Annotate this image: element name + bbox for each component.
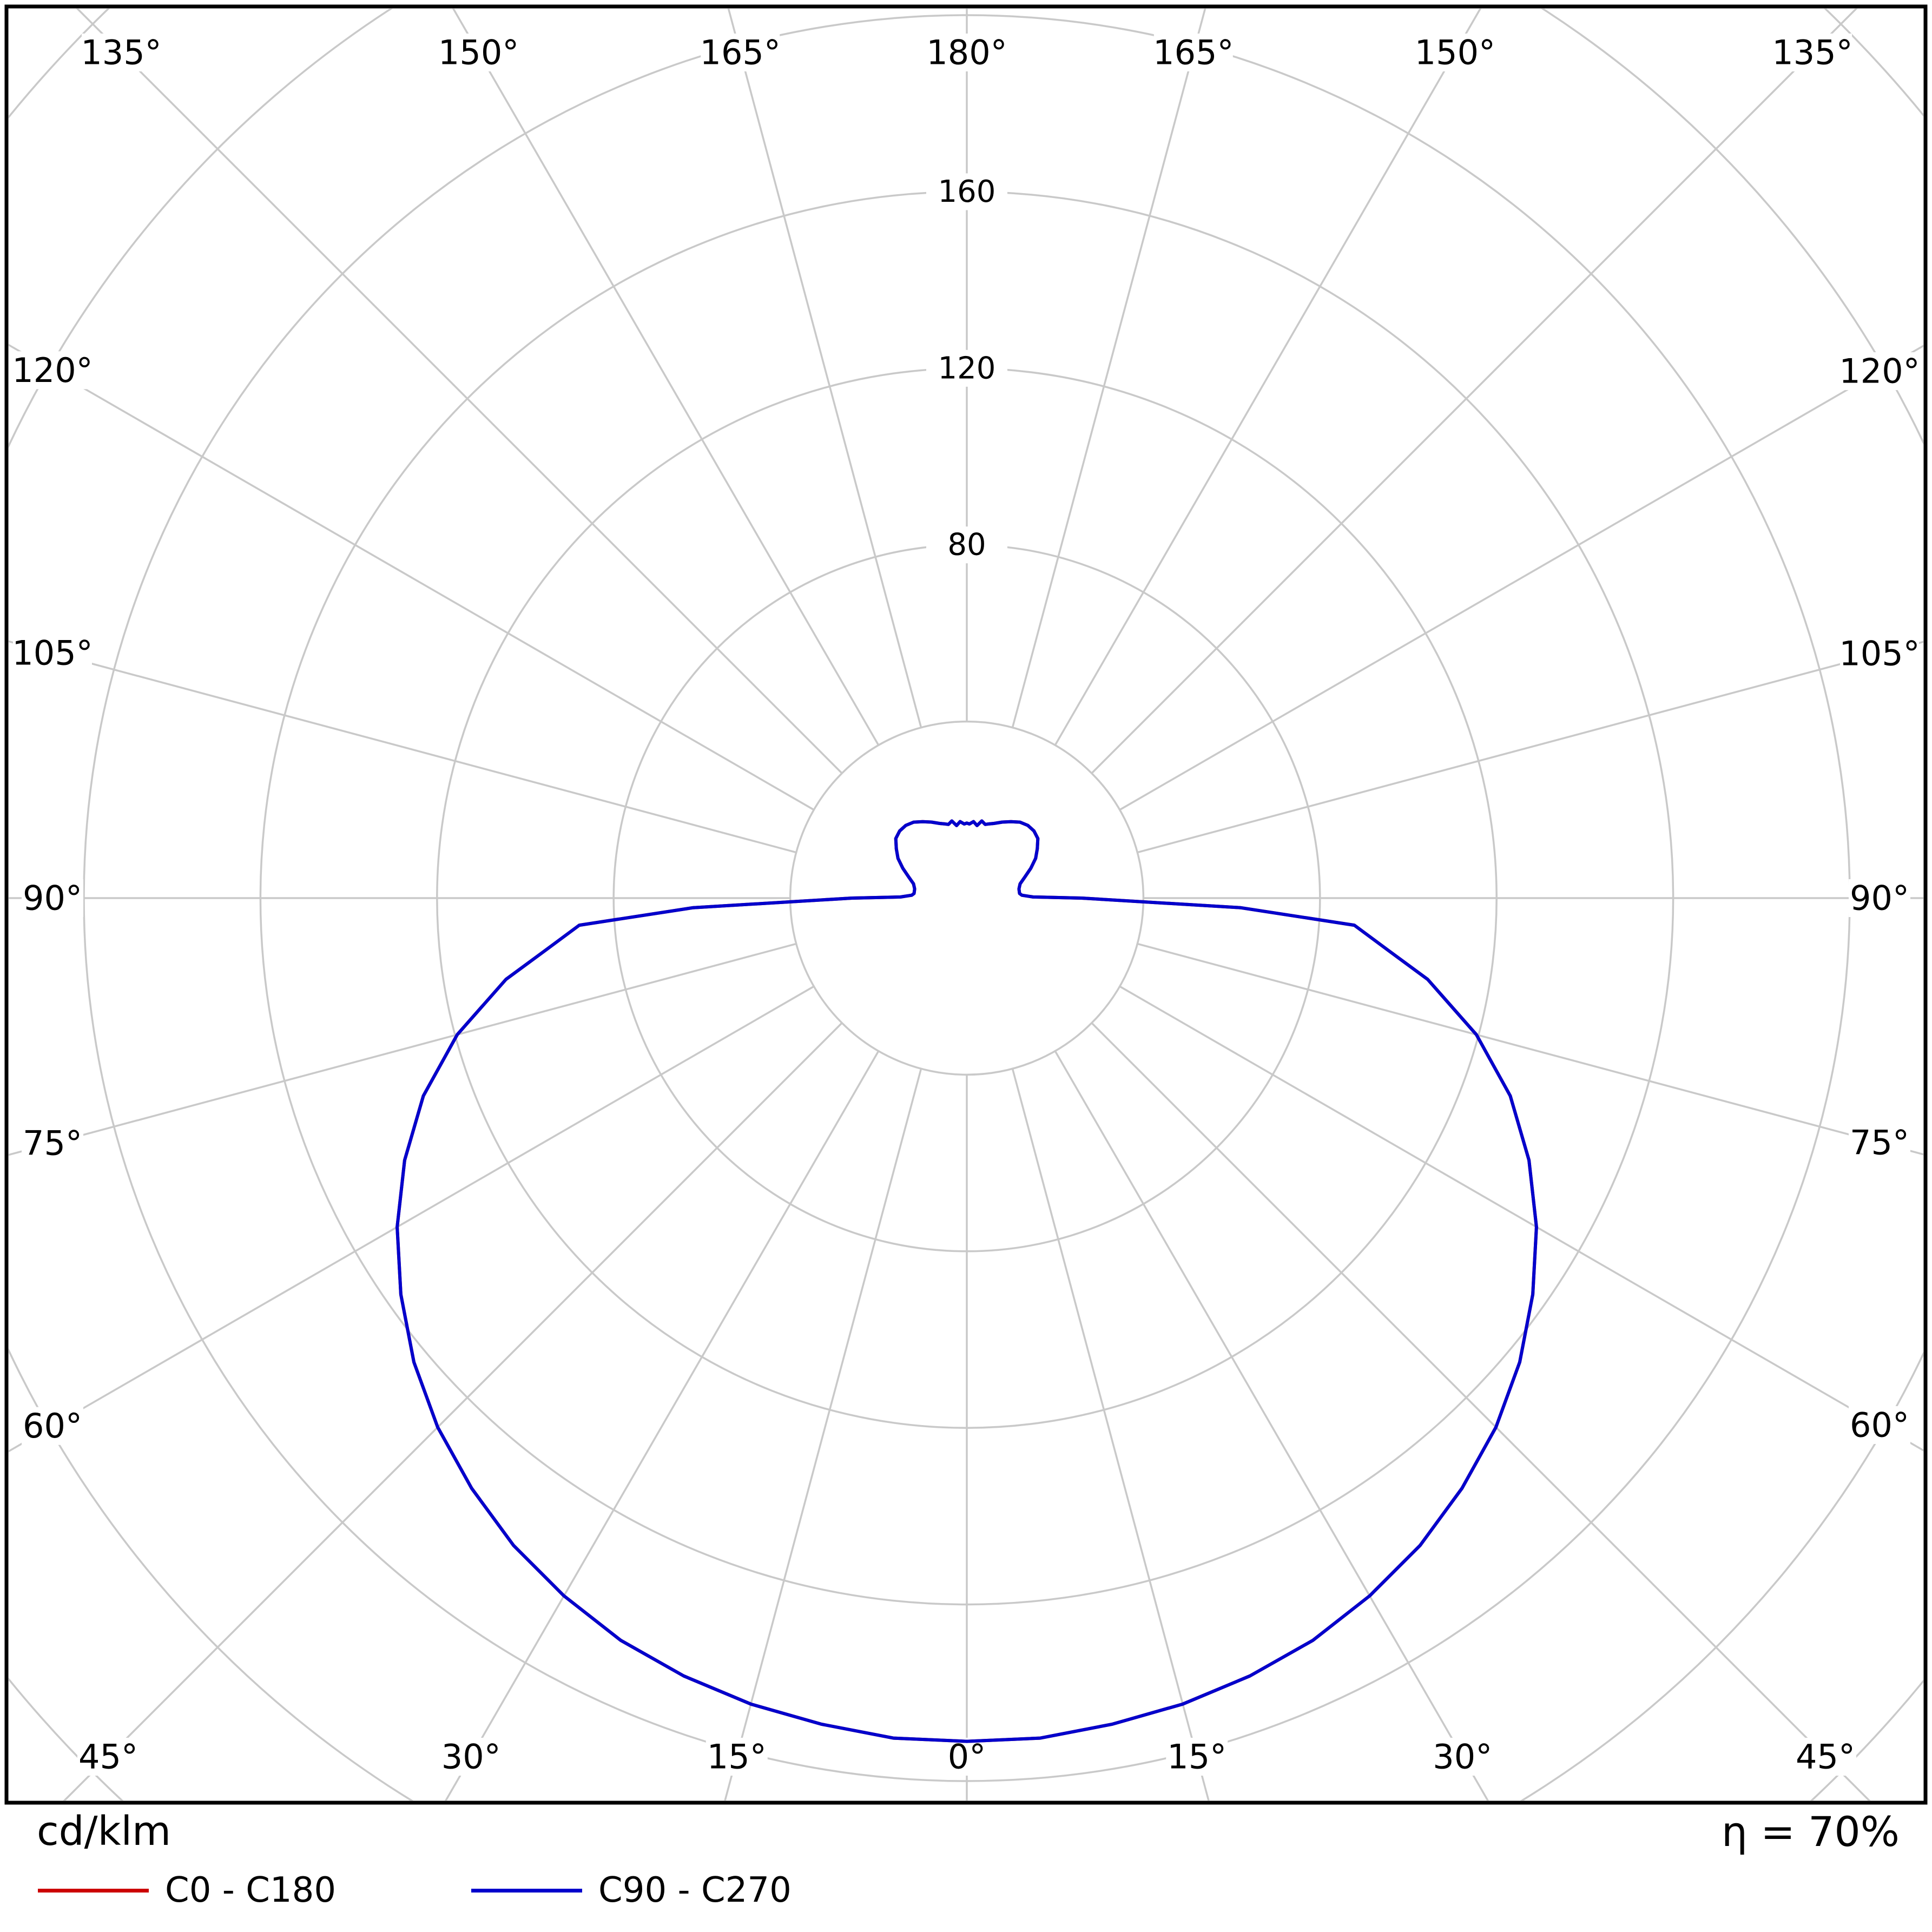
efficiency-label: η = 70% (1721, 1808, 1900, 1856)
radial-unit-label: cd/klm (37, 1808, 172, 1855)
legend-line-c0-icon (38, 1888, 149, 1893)
svg-text:180°: 180° (926, 33, 1007, 72)
svg-text:90°: 90° (23, 879, 82, 918)
legend-line-c90-icon (471, 1888, 583, 1893)
legend-label-c0-c180: C0 - C180 (165, 1870, 337, 1910)
svg-text:165°: 165° (700, 33, 781, 72)
svg-text:135°: 135° (1772, 33, 1852, 72)
svg-text:45°: 45° (78, 1737, 138, 1777)
svg-text:15°: 15° (707, 1737, 767, 1777)
svg-text:120: 120 (938, 351, 996, 386)
svg-text:160: 160 (938, 174, 996, 209)
svg-text:105°: 105° (1839, 634, 1920, 673)
svg-text:45°: 45° (1796, 1737, 1855, 1777)
svg-text:80: 80 (947, 527, 986, 563)
legend-item-c90-c270: C90 - C270 (471, 1873, 792, 1908)
svg-text:135°: 135° (81, 33, 161, 72)
legend-item-c0-c180: C0 - C180 (38, 1873, 336, 1908)
svg-text:75°: 75° (23, 1123, 82, 1163)
svg-text:30°: 30° (441, 1737, 501, 1777)
svg-text:120°: 120° (12, 351, 93, 390)
svg-text:105°: 105° (12, 634, 93, 673)
svg-text:0°: 0° (948, 1737, 986, 1777)
svg-text:90°: 90° (1850, 879, 1909, 918)
legend-label-c90-c270: C90 - C270 (598, 1870, 792, 1910)
svg-text:60°: 60° (1850, 1405, 1909, 1445)
svg-text:120°: 120° (1839, 352, 1920, 391)
legend: C0 - C180 C90 - C270 (38, 1873, 792, 1908)
svg-text:60°: 60° (23, 1406, 82, 1446)
svg-text:15°: 15° (1167, 1737, 1227, 1777)
svg-text:150°: 150° (1415, 33, 1495, 72)
svg-text:165°: 165° (1153, 33, 1234, 72)
svg-text:150°: 150° (438, 33, 519, 72)
svg-text:75°: 75° (1850, 1123, 1909, 1163)
svg-text:30°: 30° (1433, 1737, 1492, 1777)
